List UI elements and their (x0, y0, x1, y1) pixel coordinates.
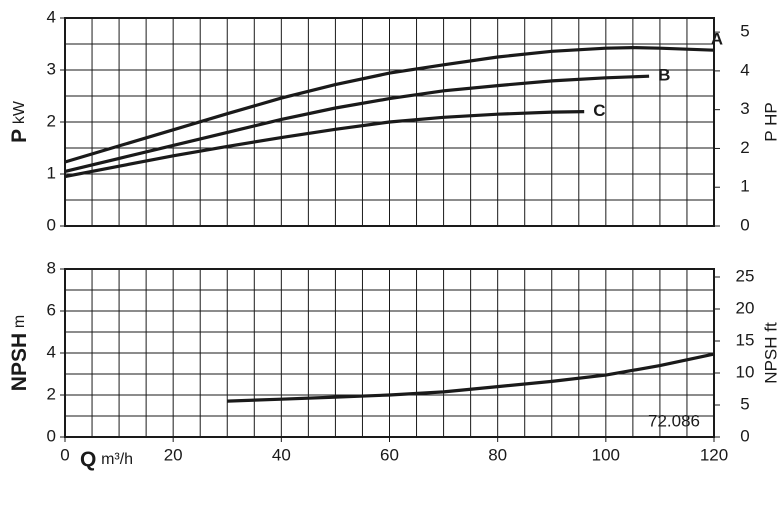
x-tick-label: 20 (164, 445, 183, 464)
y-tick-label: 0 (47, 215, 56, 234)
line-series (64, 45, 715, 164)
y-axis-unit: kW (11, 100, 28, 124)
x-tick-label: 80 (488, 445, 507, 464)
y2-tick-label: 4 (740, 60, 749, 79)
y2-tick-label: 2 (740, 138, 749, 157)
y-axis-label: NPSH m (8, 315, 31, 391)
x-axis-symbol: Q (80, 448, 96, 471)
y2-tick-label: 5 (740, 22, 749, 41)
y-tick-label: 1 (47, 163, 56, 182)
y-tick-label: 6 (47, 300, 56, 319)
x-axis-unit: m³/h (101, 451, 133, 468)
y2-tick-label: 1 (740, 177, 749, 196)
series-label: A (711, 30, 723, 49)
y-tick-label: 4 (47, 342, 56, 361)
y-tick-label: 2 (47, 111, 56, 130)
y2-tick-label: 20 (736, 298, 755, 317)
y-tick-label: 4 (47, 7, 56, 26)
y-tick-label: 3 (47, 59, 56, 78)
y-tick-label: 8 (47, 258, 56, 277)
y2-tick-label: 15 (736, 330, 755, 349)
y2-tick-label: 10 (736, 362, 755, 381)
series-label: C (593, 101, 605, 120)
line-series (64, 110, 585, 179)
x-tick-label: 100 (592, 445, 620, 464)
y2-tick-label: 5 (740, 394, 749, 413)
y-axis-unit: m (11, 315, 28, 328)
y2-axis-label: NPSH ft (761, 322, 780, 384)
y2-tick-label: 25 (736, 266, 755, 285)
y-axis-label: P kW (8, 100, 31, 143)
series-label: B (658, 66, 670, 85)
y-tick-label: 0 (47, 426, 56, 445)
y2-tick-label: 0 (740, 215, 749, 234)
line-series (64, 74, 650, 173)
x-tick-label: 60 (380, 445, 399, 464)
x-axis-label: Q m³/h (80, 448, 133, 471)
y2-tick-label: 0 (740, 426, 749, 445)
y-axis-symbol: P (8, 129, 31, 143)
y2-tick-label: 3 (740, 99, 749, 118)
x-tick-label: 120 (700, 445, 728, 464)
annotation: 72.086 (648, 411, 700, 430)
y-tick-label: 2 (47, 384, 56, 403)
y2-axis-label: P HP (761, 102, 780, 141)
x-tick-label: 0 (60, 445, 69, 464)
x-tick-label: 40 (272, 445, 291, 464)
line-series (227, 352, 715, 403)
y-axis-symbol: NPSH (8, 333, 31, 391)
